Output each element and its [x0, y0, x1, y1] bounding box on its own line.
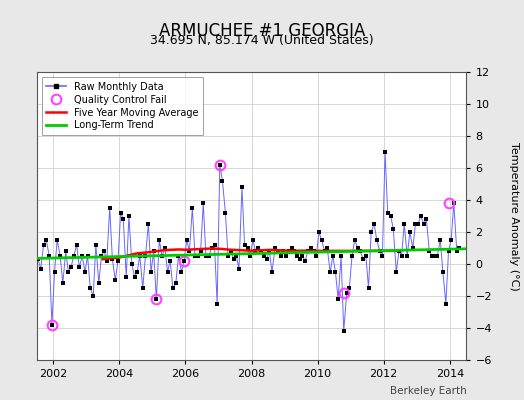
Text: Berkeley Earth: Berkeley Earth — [390, 386, 466, 396]
Legend: Raw Monthly Data, Quality Control Fail, Five Year Moving Average, Long-Term Tren: Raw Monthly Data, Quality Control Fail, … — [41, 77, 203, 135]
Y-axis label: Temperature Anomaly (°C): Temperature Anomaly (°C) — [509, 142, 519, 290]
Text: ARMUCHEE #1 GEORGIA: ARMUCHEE #1 GEORGIA — [159, 22, 365, 40]
Text: 34.695 N, 85.174 W (United States): 34.695 N, 85.174 W (United States) — [150, 34, 374, 47]
